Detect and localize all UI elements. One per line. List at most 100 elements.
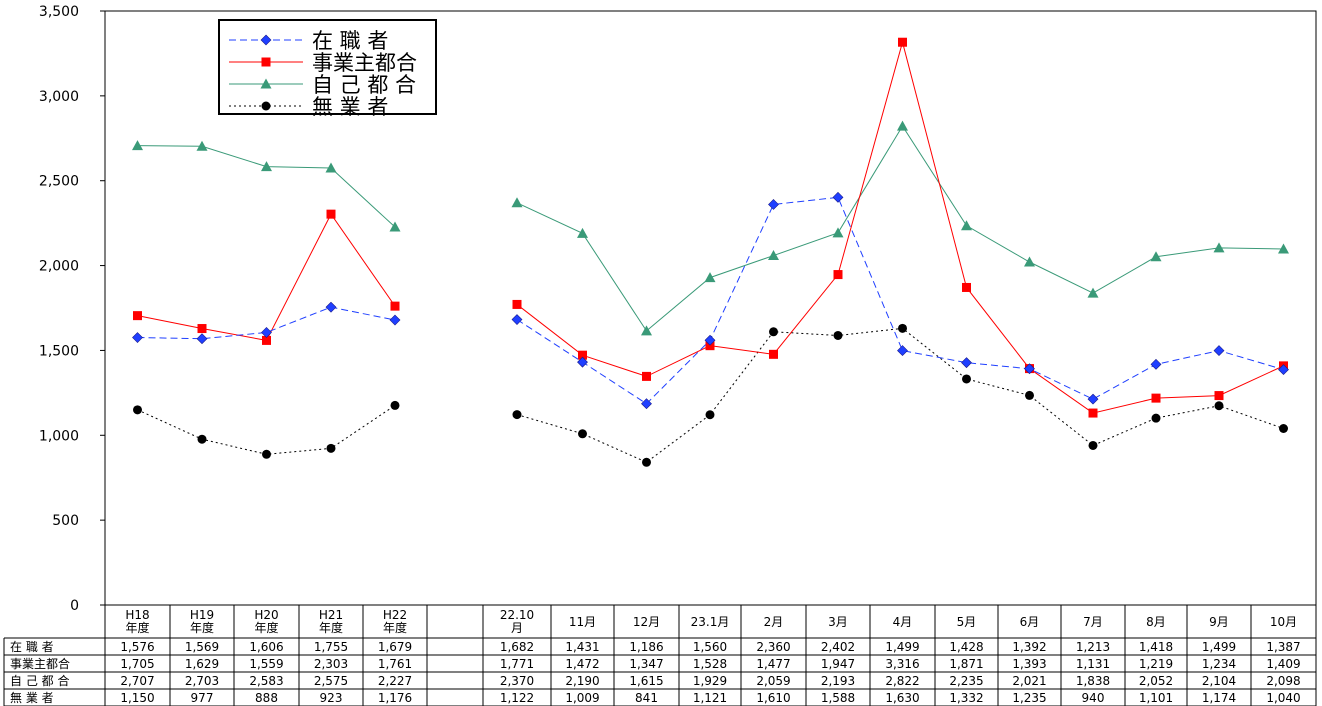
data-point: [833, 330, 843, 340]
plot-area: [132, 37, 1289, 467]
data-point: [1278, 364, 1289, 376]
data-point: [1088, 408, 1098, 418]
data-point: [1151, 413, 1161, 423]
data-point: [705, 341, 715, 351]
table-cell: 2,303: [314, 657, 348, 671]
table-cell: 1,234: [1202, 657, 1236, 671]
table-row-label: 事業主都合: [10, 656, 70, 671]
legend-label: 在 職 者: [312, 29, 388, 53]
data-point: [642, 371, 651, 381]
table-cell: 1,431: [565, 640, 599, 654]
x-tick-label: 年度: [383, 620, 407, 635]
table-cell: 1,871: [949, 657, 983, 671]
data-point: [898, 323, 907, 333]
y-tick-label: 3,000: [39, 89, 79, 105]
data-point: [260, 34, 272, 46]
x-tick-label: 年度: [319, 620, 343, 635]
series-line: [137, 306, 396, 340]
x-tick-label: H20: [254, 608, 278, 622]
table-cell: 1,838: [1076, 674, 1110, 688]
table-row-label: 無 業 者: [10, 690, 54, 705]
x-tick-label: 8月: [1146, 615, 1166, 629]
y-tick-label: 2,000: [39, 259, 79, 275]
table-cell: 940: [1082, 691, 1105, 705]
x-tick-label: 12月: [633, 615, 660, 629]
table-cell: 2,575: [314, 674, 348, 688]
data-point: [961, 357, 972, 369]
table-cell: 1,418: [1139, 640, 1173, 654]
table-cell: 1,009: [565, 691, 599, 705]
table-cell: 1,610: [756, 691, 790, 705]
table-cell: 2,822: [885, 674, 919, 688]
table-cell: 1,332: [949, 691, 983, 705]
table-cell: 841: [635, 691, 658, 705]
data-point: [512, 410, 522, 420]
x-tick-label: 10月: [1270, 615, 1297, 629]
table-cell: 1,606: [249, 640, 283, 654]
table-cell: 2,098: [1266, 674, 1300, 688]
y-tick-label: 2,500: [39, 174, 79, 190]
data-point: [578, 429, 587, 439]
table-cell: 1,392: [1012, 640, 1046, 654]
x-tick-label: 6月: [1020, 615, 1040, 629]
x-tick-label: 7月: [1083, 615, 1103, 629]
table-cell: 2,707: [120, 674, 154, 688]
table-cell: 1,771: [500, 657, 534, 671]
table-cell: 1,588: [821, 691, 855, 705]
table-cell: 2,190: [565, 674, 599, 688]
series-line: [137, 405, 396, 455]
table-cell: 1,569: [185, 640, 219, 654]
table-cell: 1,705: [120, 657, 154, 671]
x-tick-label: H22: [383, 608, 407, 622]
table-cell: 888: [255, 691, 278, 705]
data-point: [512, 299, 522, 309]
data-point: [641, 325, 652, 336]
table-cell: 1,131: [1076, 657, 1110, 671]
table-cell: 1,472: [565, 657, 599, 671]
data-point: [389, 314, 401, 326]
data-point: [898, 37, 907, 47]
data-point: [261, 327, 272, 338]
data-point: [962, 374, 971, 384]
data-point: [261, 57, 271, 67]
plot-frame: [104, 10, 1317, 606]
data-point: [1214, 391, 1224, 401]
x-tick-label: 9月: [1209, 615, 1229, 629]
series-line: [516, 196, 1284, 405]
data-point: [1278, 243, 1289, 254]
data-point: [132, 332, 143, 343]
data-point: [705, 410, 715, 420]
table-cell: 1,101: [1139, 691, 1173, 705]
data-point: [1087, 393, 1099, 405]
data-point: [577, 356, 588, 368]
table-cell: 1,235: [1012, 691, 1046, 705]
data-point: [325, 301, 337, 313]
table-cell: 1,387: [1266, 640, 1300, 654]
x-tick-label: 23.1月: [691, 615, 730, 629]
table-row-label: 在 職 者: [10, 640, 54, 654]
data-point: [132, 140, 143, 151]
data-point: [1025, 390, 1034, 400]
data-point: [833, 270, 843, 280]
table-row-label: 自 己 都 合: [10, 673, 69, 688]
table-cell: 1,040: [1266, 691, 1300, 705]
data-point: [1087, 287, 1099, 298]
data-point: [261, 101, 271, 111]
y-tick-label: 3,500: [39, 4, 79, 20]
series-line: [516, 40, 1284, 414]
data-point: [390, 400, 400, 410]
table-cell: 2,370: [500, 674, 534, 688]
data-point: [1150, 358, 1162, 370]
data-point: [768, 199, 779, 210]
table-cell: 1,213: [1076, 640, 1110, 654]
data-point: [768, 250, 779, 261]
x-tick-label: H18: [125, 608, 149, 622]
x-tick-label: 4月: [893, 615, 913, 629]
table-cell: 3,316: [885, 657, 919, 671]
data-point: [642, 457, 651, 467]
x-tick-label: 年度: [190, 620, 214, 635]
table-cell: 1,679: [378, 640, 412, 654]
data-point: [325, 162, 337, 173]
